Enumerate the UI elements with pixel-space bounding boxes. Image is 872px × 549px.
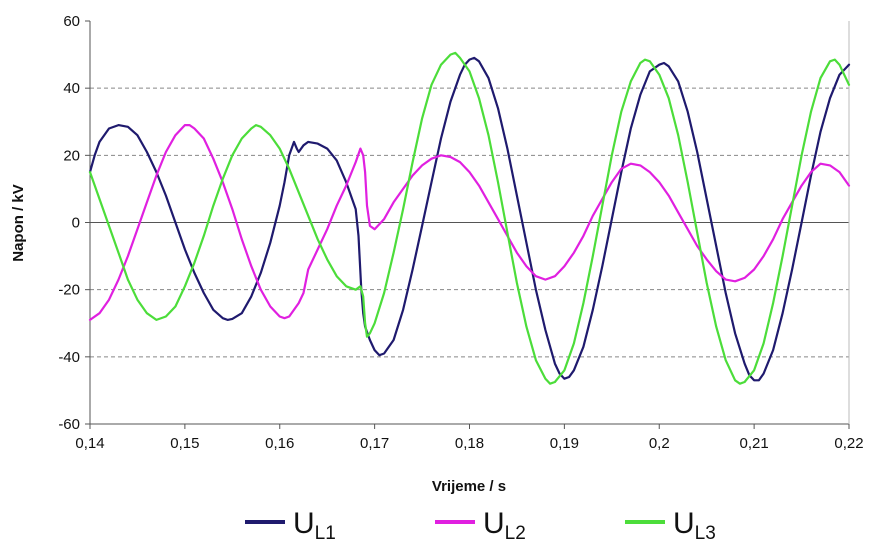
- legend-item-ul2: UL2: [435, 507, 526, 544]
- legend-label: UL3: [673, 507, 716, 544]
- x-axis-title: Vrijeme / s: [432, 478, 506, 495]
- legend-item-ul1: UL1: [245, 507, 336, 544]
- series-line-ul2: [88, 124, 851, 321]
- y-tick-label: -20: [58, 282, 80, 299]
- y-tick-label: 20: [63, 147, 80, 164]
- x-tick-label: 0,15: [170, 435, 199, 452]
- series-line-ul1: [88, 56, 851, 382]
- grid-lines: [90, 87, 849, 358]
- x-tick-label: 0,19: [550, 435, 579, 452]
- tick-labels: 60 40 20 0 -20 -40 -60 0,14 0,15 0,16 0,17 0,18 0,19…: [58, 13, 863, 452]
- x-tick-label: 0,14: [75, 435, 104, 452]
- y-tick-label: 60: [63, 13, 80, 30]
- y-tick-label: -60: [58, 416, 80, 433]
- series-line-ul3: [88, 51, 851, 385]
- y-axis-title: Napon / kV: [10, 184, 27, 262]
- series-lines: [88, 51, 851, 385]
- y-tick-label: 0: [72, 215, 80, 232]
- y-tick-label: 40: [63, 80, 80, 97]
- x-tick-label: 0,2: [649, 435, 670, 452]
- x-tick-label: 0,16: [265, 435, 294, 452]
- y-tick-label: -40: [58, 349, 80, 366]
- legend-label: UL1: [293, 507, 336, 544]
- legend-label: UL2: [483, 507, 526, 544]
- axes: [85, 20, 850, 429]
- legend: UL1 UL2 UL3: [245, 507, 716, 544]
- x-tick-label: 0,17: [360, 435, 389, 452]
- x-tick-label: 0,22: [834, 435, 863, 452]
- x-tick-label: 0,21: [740, 435, 769, 452]
- x-tick-label: 0,18: [455, 435, 484, 452]
- legend-item-ul3: UL3: [625, 507, 716, 544]
